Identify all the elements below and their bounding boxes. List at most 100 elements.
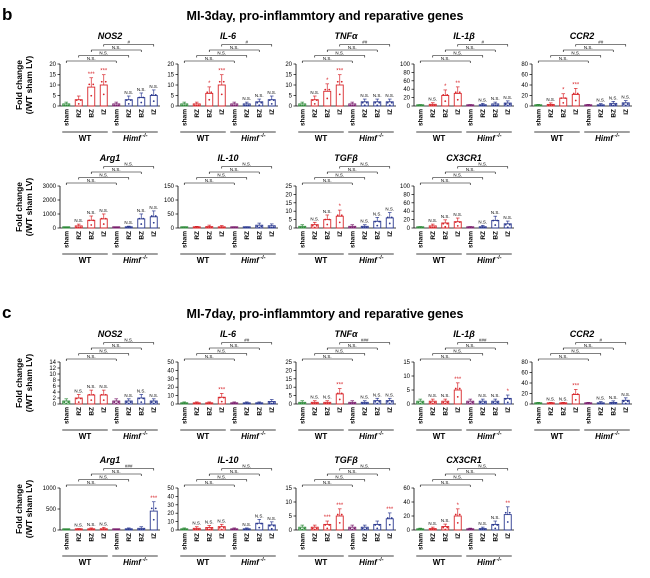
data-point (374, 400, 377, 403)
group-label-himf: Himf (359, 256, 378, 265)
data-point (315, 402, 318, 405)
gene-title: IL-10 (217, 153, 238, 163)
y-axis-title: Fold change (14, 60, 24, 110)
x-category-label: IZ (387, 231, 394, 237)
data-point (117, 401, 120, 404)
data-point (471, 401, 474, 404)
significance-label: *** (88, 72, 96, 78)
data-point (185, 402, 188, 405)
data-point (77, 401, 80, 403)
significance-label: N.S. (323, 209, 332, 214)
data-point (467, 104, 470, 107)
x-category-label: BZ (492, 533, 499, 542)
data-point (77, 103, 80, 105)
x-category-label: BZ (442, 231, 449, 240)
data-point (299, 104, 302, 107)
data-point (454, 221, 457, 224)
data-point (469, 402, 472, 405)
gene-title: IL-6 (220, 329, 237, 339)
y-tick-label: 0 (53, 226, 57, 232)
x-category-label: sham (299, 533, 306, 550)
bracket-label: N.S. (466, 45, 475, 50)
group-label-himf-superscript: -/- (142, 431, 147, 437)
subplot-c-15: IL-10 0 10 20 30 40 50 sham N.S. RZ N.S. BZ N.S. IZ sh… (167, 455, 278, 567)
data-point (374, 101, 377, 104)
significance-label: N.S. (149, 393, 158, 398)
x-category-label: BZ (256, 231, 263, 240)
x-category-label: sham (113, 109, 120, 126)
bracket-label: N.S. (441, 354, 450, 359)
x-category-label: sham (349, 407, 356, 424)
data-point (125, 226, 128, 229)
x-category-label: IZ (387, 109, 394, 115)
data-point (256, 225, 259, 228)
significance-label: N.S. (137, 87, 146, 92)
data-point (245, 528, 248, 531)
data-point (349, 402, 352, 405)
significance-label: N.S. (478, 393, 487, 398)
y-tick-label: 15 (403, 360, 410, 366)
data-point (102, 399, 105, 402)
significance-label: N.S. (385, 392, 394, 397)
bracket-label: N.S. (99, 51, 108, 56)
x-category-label: IZ (337, 109, 344, 115)
x-category-label: BZ (374, 407, 381, 416)
data-point (376, 224, 379, 227)
data-point (268, 401, 271, 404)
data-point (65, 402, 68, 405)
data-point (614, 103, 617, 106)
panel-letter: c (2, 303, 11, 322)
data-point (88, 528, 91, 531)
data-point (65, 226, 68, 229)
significance-label: N.S. (242, 522, 251, 527)
x-category-label: IZ (101, 407, 108, 413)
x-category-label: sham (299, 407, 306, 424)
data-point (193, 226, 196, 229)
significance-label: N.S. (74, 388, 83, 393)
data-point (104, 217, 107, 220)
x-category-label: BZ (206, 407, 213, 416)
y-tick-label: 100 (164, 198, 175, 204)
data-point (299, 226, 302, 229)
group-label-himf-superscript: -/- (614, 431, 619, 437)
data-point (551, 402, 554, 405)
y-tick-label: 5 (289, 514, 293, 520)
y-tick-label: 60 (403, 79, 410, 85)
gene-title: IL-1β (453, 329, 475, 339)
subplot-b-1: IL-6 0 5 10 15 20 sham RZ * BZ *** IZ sham N.S. RZ N.S.… (167, 31, 278, 143)
data-point (326, 527, 329, 530)
data-point (328, 218, 331, 221)
data-point (508, 223, 511, 226)
x-category-label: RZ (430, 407, 437, 416)
data-point (247, 528, 250, 531)
data-point (154, 215, 157, 217)
y-tick-label: 25 (285, 360, 292, 366)
data-point (574, 99, 577, 102)
y-tick-label: 20 (167, 511, 174, 517)
data-point (351, 402, 354, 405)
data-point (115, 402, 118, 405)
data-point (361, 226, 364, 229)
data-point (467, 226, 470, 229)
bracket-label: N.S. (217, 173, 226, 178)
data-point (340, 392, 343, 395)
x-category-label: IZ (505, 109, 512, 115)
significance-label: N.S. (441, 393, 450, 398)
data-point (222, 396, 225, 399)
data-point (433, 226, 436, 229)
data-point (376, 104, 379, 107)
data-point (361, 402, 364, 405)
x-category-label: IZ (505, 407, 512, 413)
group-label-himf-superscript: -/- (260, 557, 265, 563)
data-point (481, 402, 484, 405)
data-point (361, 101, 364, 104)
significance-label: N.S. (149, 205, 158, 210)
data-point (311, 527, 314, 530)
data-point (301, 528, 304, 531)
y-tick-label: 40 (403, 500, 410, 506)
significance-label: N.S. (373, 392, 382, 397)
y-tick-label: 0 (407, 528, 411, 534)
y-tick-label: 5 (289, 94, 293, 100)
data-point (496, 219, 499, 222)
y-tick-label: 60 (521, 371, 528, 377)
